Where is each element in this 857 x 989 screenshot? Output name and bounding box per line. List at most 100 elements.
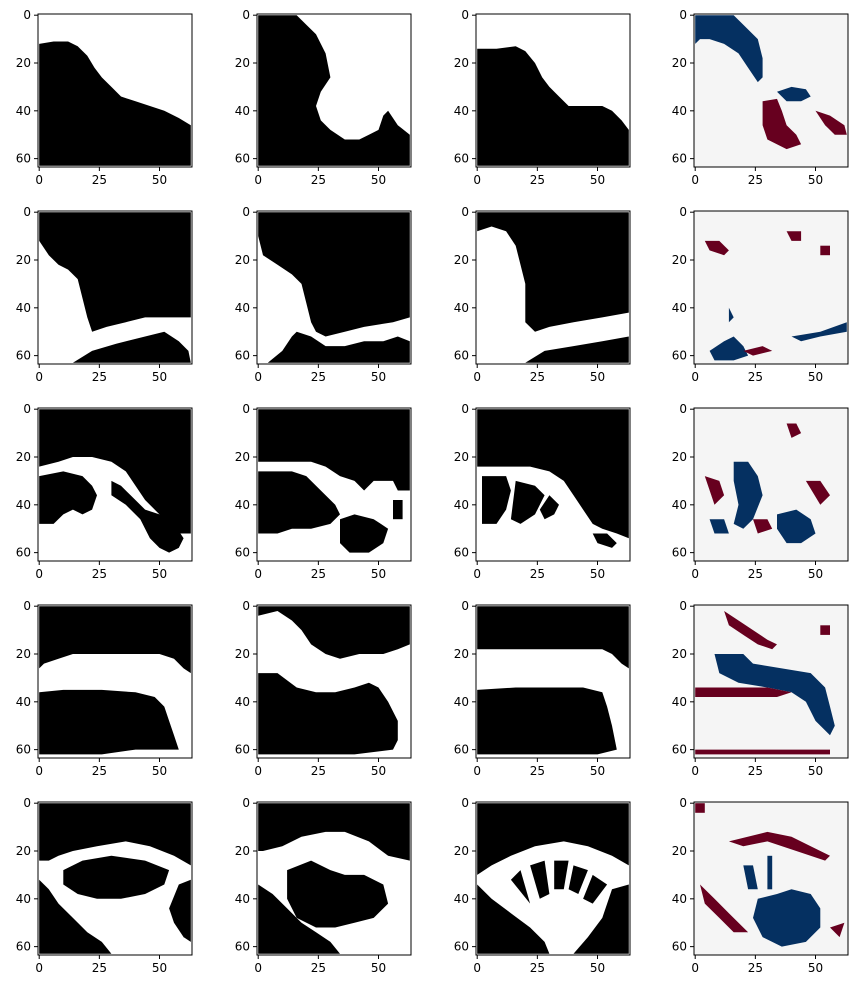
x-tick-label: 50 bbox=[808, 567, 823, 581]
mask-foreground-region bbox=[287, 860, 389, 928]
y-tick-label: 0 bbox=[23, 402, 31, 416]
x-tick-label: 50 bbox=[152, 567, 167, 581]
y-tick-label: 0 bbox=[461, 402, 469, 416]
y-tick-label: 20 bbox=[235, 253, 250, 267]
y-tick-label: 0 bbox=[461, 796, 469, 810]
mask-hole-region bbox=[340, 86, 369, 126]
x-tick-label: 0 bbox=[35, 173, 43, 187]
x-tick-label: 50 bbox=[371, 370, 386, 384]
y-tick-label: 0 bbox=[242, 796, 250, 810]
axes-frame bbox=[475, 801, 631, 956]
y-tick-label: 20 bbox=[672, 56, 687, 70]
mask-foreground-region bbox=[477, 212, 629, 332]
y-tick-label: 0 bbox=[23, 8, 31, 22]
mask-foreground-region bbox=[477, 884, 550, 954]
y-tick-label: 60 bbox=[235, 743, 250, 757]
axes-frame bbox=[693, 210, 849, 365]
y-tick-label: 40 bbox=[235, 498, 250, 512]
y-tick-label: 20 bbox=[454, 647, 469, 661]
y-tick-label: 40 bbox=[235, 301, 250, 315]
x-tick-label: 50 bbox=[808, 961, 823, 975]
y-tick-label: 20 bbox=[235, 56, 250, 70]
diff-negative-region bbox=[709, 336, 749, 361]
x-tick-label: 25 bbox=[748, 567, 763, 581]
diff-positive-region bbox=[695, 749, 830, 755]
y-tick-label: 0 bbox=[23, 205, 31, 219]
mask-foreground-region bbox=[39, 803, 191, 866]
y-tick-label: 60 bbox=[16, 152, 31, 166]
diff-positive-region bbox=[743, 346, 773, 356]
mask-foreground-region bbox=[258, 15, 410, 166]
axes-frame bbox=[475, 604, 631, 759]
mask-foreground-region bbox=[258, 803, 410, 861]
y-tick-label: 0 bbox=[242, 402, 250, 416]
y-tick-label: 40 bbox=[454, 104, 469, 118]
x-tick-label: 50 bbox=[808, 173, 823, 187]
x-tick-label: 50 bbox=[590, 567, 605, 581]
mask-foreground-region bbox=[477, 687, 617, 755]
diff-negative-region bbox=[791, 322, 847, 342]
panel-r3-c2: 0 25 50 0 20 40 60 bbox=[235, 402, 412, 581]
diff-negative-region bbox=[733, 461, 763, 529]
y-tick-label: 0 bbox=[679, 402, 687, 416]
panel-r5-c3: 0 25 50 0 20 40 60 bbox=[454, 796, 631, 975]
axes-frame bbox=[37, 407, 193, 562]
y-tick-label: 0 bbox=[679, 599, 687, 613]
mask-foreground-region bbox=[592, 533, 617, 548]
mask-foreground-region bbox=[510, 870, 531, 904]
y-tick-label: 60 bbox=[454, 546, 469, 560]
x-tick-label: 50 bbox=[152, 370, 167, 384]
mask-foreground-region bbox=[568, 865, 588, 894]
x-tick-label: 0 bbox=[35, 567, 43, 581]
y-tick-label: 20 bbox=[672, 647, 687, 661]
x-tick-label: 25 bbox=[311, 961, 326, 975]
panel-r4-c2: 0 25 50 0 20 40 60 bbox=[235, 599, 412, 778]
panel-r2-c2: 0 25 50 0 20 40 60 bbox=[235, 205, 412, 384]
x-tick-label: 50 bbox=[371, 764, 386, 778]
axes-frame bbox=[37, 13, 193, 168]
mask-foreground-region bbox=[258, 409, 410, 491]
diff-positive-region bbox=[728, 831, 830, 861]
mask-foreground-region bbox=[39, 471, 97, 524]
x-tick-label: 25 bbox=[748, 370, 763, 384]
x-tick-label: 0 bbox=[254, 961, 262, 975]
mask-foreground-region bbox=[258, 606, 410, 659]
y-tick-label: 40 bbox=[16, 498, 31, 512]
panel-r2-c1: 0 25 50 0 20 40 60 bbox=[16, 205, 193, 384]
x-tick-label: 25 bbox=[311, 567, 326, 581]
mask-foreground-region bbox=[258, 884, 340, 954]
x-tick-label: 25 bbox=[311, 764, 326, 778]
mask-foreground-region bbox=[258, 673, 398, 755]
mask-foreground-region bbox=[39, 409, 191, 534]
mask-foreground-region bbox=[169, 879, 191, 942]
mask-foreground-region bbox=[477, 46, 629, 166]
x-tick-label: 50 bbox=[808, 764, 823, 778]
diff-negative-region bbox=[777, 86, 811, 102]
panel-r3-c4: 0 25 50 0 20 40 60 bbox=[672, 402, 849, 581]
y-tick-label: 0 bbox=[242, 599, 250, 613]
mask-foreground-region bbox=[39, 606, 191, 674]
diff-positive-region bbox=[820, 245, 830, 256]
y-tick-label: 20 bbox=[454, 253, 469, 267]
x-tick-label: 25 bbox=[92, 370, 107, 384]
y-tick-label: 0 bbox=[679, 8, 687, 22]
y-tick-label: 60 bbox=[235, 546, 250, 560]
axes-frame bbox=[475, 13, 631, 168]
mask-foreground-region bbox=[573, 884, 629, 954]
axes-frame bbox=[693, 801, 849, 956]
y-tick-label: 60 bbox=[672, 152, 687, 166]
x-tick-label: 0 bbox=[691, 370, 699, 384]
mask-foreground-region bbox=[39, 41, 191, 166]
panel-r4-c3: 0 25 50 0 20 40 60 bbox=[454, 599, 631, 778]
y-tick-label: 40 bbox=[235, 104, 250, 118]
x-tick-label: 25 bbox=[92, 764, 107, 778]
axes-frame bbox=[256, 407, 412, 562]
mask-foreground-region bbox=[39, 879, 112, 954]
x-tick-label: 50 bbox=[152, 173, 167, 187]
panel-r5-c2: 0 25 50 0 20 40 60 bbox=[235, 796, 412, 975]
diff-positive-region bbox=[786, 423, 802, 438]
diff-negative-region bbox=[777, 509, 816, 544]
y-tick-label: 20 bbox=[672, 844, 687, 858]
panel-r1-c2: 0 25 50 0 20 40 60 bbox=[235, 8, 412, 187]
y-tick-label: 60 bbox=[454, 349, 469, 363]
